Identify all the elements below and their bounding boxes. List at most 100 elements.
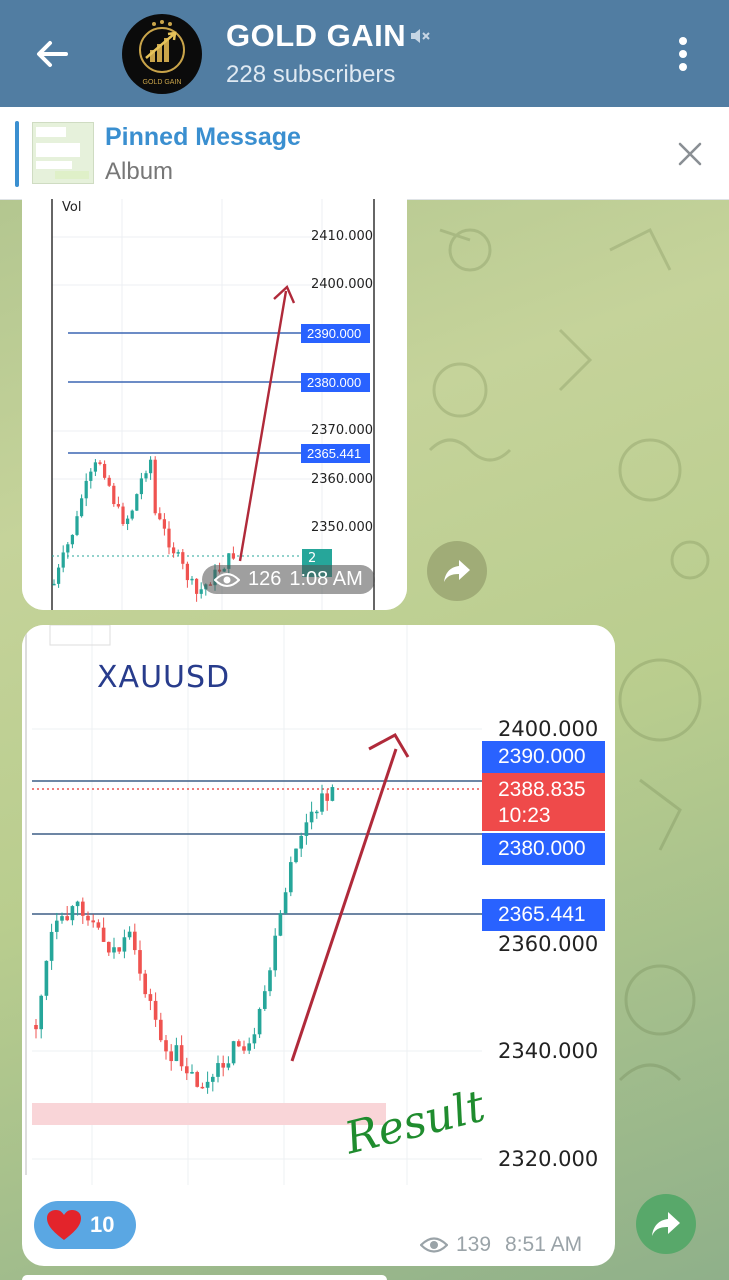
candle-body <box>93 462 98 472</box>
subscriber-count: 228 subscribers <box>226 61 396 88</box>
candle-body <box>79 498 84 517</box>
candle-body <box>176 552 180 554</box>
pinned-thumbnail <box>32 122 94 184</box>
candle-body <box>127 931 132 938</box>
view-count: 126 <box>248 568 282 590</box>
candle-body <box>179 1045 184 1067</box>
level-tag: 2365.441 <box>301 444 370 463</box>
candle-body <box>107 477 111 486</box>
candle-body <box>112 947 116 953</box>
vol-label: Vol <box>62 200 82 215</box>
candle-body <box>162 519 167 529</box>
heart-reaction[interactable]: 10 <box>34 1201 136 1249</box>
candle-body <box>309 811 314 823</box>
current-price: 2388.835 <box>498 778 586 801</box>
candle-body <box>294 848 298 863</box>
candle-body <box>66 544 70 553</box>
candle-body <box>153 459 157 514</box>
candle-body <box>138 950 142 974</box>
candle-body <box>106 941 111 953</box>
muted-icon <box>411 29 430 43</box>
axis-label: 2370.000 <box>311 423 374 438</box>
message-2-meta: 139 8:51 AM <box>420 1233 582 1257</box>
candle-body <box>125 518 130 524</box>
reaction-count: 10 <box>90 1212 115 1237</box>
more-menu-icon[interactable] <box>668 34 698 74</box>
close-pinned-icon[interactable] <box>677 141 703 167</box>
candle-body <box>278 913 283 936</box>
message-time: 8:51 AM <box>505 1233 583 1256</box>
candle-body <box>174 1045 179 1062</box>
pinned-message-bar[interactable]: Pinned Message Album <box>0 107 729 200</box>
axis-label: 2320.000 <box>498 1147 599 1171</box>
candle-body <box>60 916 64 921</box>
candle-body <box>216 1063 220 1077</box>
candle-body <box>262 991 267 1009</box>
candle-body <box>98 462 102 464</box>
pinned-indicator <box>15 121 19 187</box>
candle-body <box>171 547 176 554</box>
candle-body <box>181 552 185 564</box>
heart-icon <box>47 1210 81 1240</box>
level-tag: 2390.000 <box>301 324 370 343</box>
channel-avatar[interactable]: GOLD GAIN <box>122 14 202 94</box>
candle-body <box>304 822 309 836</box>
views-eye-icon <box>420 1237 448 1253</box>
candle-body <box>205 1081 210 1088</box>
message-bubble-1[interactable]: Vol 2410.000 2400.000 2390.000 2380.000 … <box>22 199 407 610</box>
share-button-2[interactable] <box>636 1194 696 1254</box>
candle-body <box>56 567 61 584</box>
candle-body <box>200 1086 205 1089</box>
chat-header: GOLD GAIN GOLD GAIN 228 subscribers <box>0 0 729 107</box>
candle-body <box>194 578 199 594</box>
share-arrow-icon <box>652 1212 680 1236</box>
candle-body <box>164 1040 168 1052</box>
candle-body <box>221 1063 226 1068</box>
chart-image-1[interactable] <box>22 199 407 610</box>
candle-body <box>268 970 272 992</box>
current-price-tag: 2 <box>308 551 317 566</box>
candle-body <box>190 1072 194 1074</box>
candle-body <box>84 480 88 499</box>
candle-body <box>52 583 56 586</box>
level-tag: 2365.441 <box>482 899 605 931</box>
next-message-edge <box>22 1275 387 1280</box>
level-tag: 2390.000 <box>482 741 605 773</box>
candle-body <box>130 510 134 519</box>
candle-body <box>75 901 80 907</box>
candle-body <box>153 1000 158 1020</box>
message-bubble-2[interactable]: XAUUSD 2400.000 2390.000 2388.835 10:23 … <box>22 625 615 1266</box>
candle-body <box>288 862 293 893</box>
share-button-1[interactable] <box>427 541 487 601</box>
chart-image-2[interactable] <box>22 625 615 1185</box>
candle-body <box>210 1076 215 1082</box>
candle-body <box>231 1041 236 1064</box>
candle-body <box>252 1034 257 1044</box>
candle-body <box>121 506 125 524</box>
candle-body <box>54 920 59 932</box>
view-count: 139 <box>456 1233 492 1256</box>
channel-title[interactable]: GOLD GAIN <box>226 18 407 53</box>
candle-body <box>89 471 93 481</box>
candle-body <box>135 494 139 511</box>
candle-body <box>330 787 335 801</box>
back-arrow-icon[interactable] <box>26 28 78 80</box>
avatar-logo-text: GOLD GAIN <box>143 79 182 86</box>
candle-body <box>49 931 54 961</box>
candle-body <box>320 793 324 812</box>
candle-body <box>283 892 288 914</box>
candle-body <box>101 927 106 942</box>
candle-body <box>226 1063 231 1068</box>
candle-body <box>96 922 101 928</box>
chart-symbol: XAUUSD <box>97 660 231 695</box>
candle-body <box>167 528 171 548</box>
candle-body <box>144 473 148 479</box>
pinned-title: Pinned Message <box>105 123 301 151</box>
candle-body <box>158 513 162 520</box>
candle-body <box>158 1019 163 1041</box>
candle-body <box>34 1025 38 1030</box>
candle-body <box>116 504 121 507</box>
axis-label: 2360.000 <box>498 932 599 956</box>
candle-body <box>122 937 127 952</box>
